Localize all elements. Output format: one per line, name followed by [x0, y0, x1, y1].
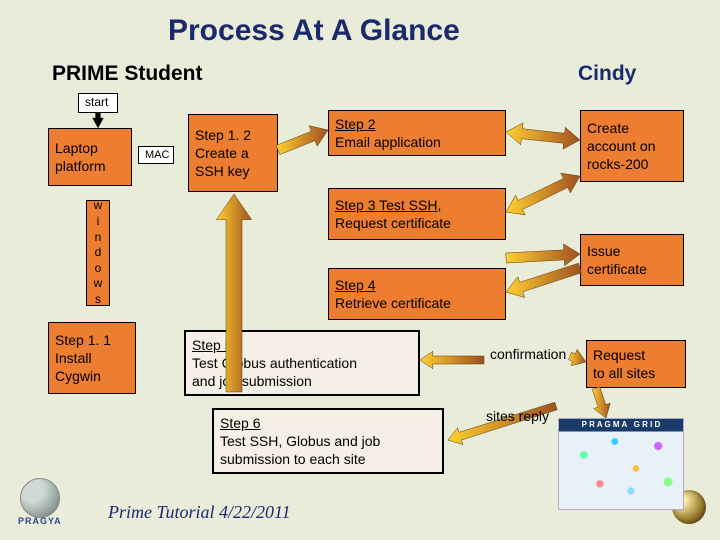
node-windows-line: w	[94, 276, 103, 292]
arrow-6	[506, 263, 582, 297]
node-request-line: to all sites	[593, 364, 655, 382]
arrow-7	[420, 351, 484, 369]
node-step3: Step 3 Test SSH,Request certificate	[328, 188, 506, 240]
node-step5-line: Test Globus authentication	[192, 354, 357, 372]
node-windows-line: d	[95, 245, 102, 261]
node-step5-line: and job submission	[192, 372, 312, 390]
node-step12-line: Step 1. 2	[195, 126, 251, 144]
node-step11-line: Install	[55, 349, 92, 367]
node-step12-line: Create a	[195, 144, 249, 162]
node-step6-line: submission to each site	[220, 450, 366, 468]
node-step5-line: Step 5	[192, 336, 232, 354]
arrow-3	[506, 123, 580, 149]
node-request-line: Request	[593, 346, 645, 364]
label-confirmation: confirmation	[490, 346, 566, 362]
arrow-4	[506, 173, 580, 215]
node-step3-line: Request certificate	[335, 214, 451, 232]
globe-icon	[20, 478, 60, 518]
node-request: Requestto all sites	[586, 340, 686, 388]
arrow-8	[569, 349, 586, 365]
arrow-0	[93, 113, 104, 128]
node-step11: Step 1. 1InstallCygwin	[48, 322, 136, 394]
node-create-line: account on	[587, 137, 656, 155]
node-windows-line: n	[95, 230, 102, 246]
node-step6-line: Test SSH, Globus and job	[220, 432, 380, 450]
node-windows: windows	[86, 200, 110, 306]
node-start-line: start	[85, 95, 108, 111]
node-create-line: rocks-200	[587, 155, 648, 173]
node-issue-line: Issue	[587, 242, 620, 260]
node-windows-line: o	[95, 261, 102, 277]
page-title: Process At A Glance	[168, 14, 460, 48]
node-step12-line: SSH key	[195, 162, 249, 180]
node-mac-line: MAC	[145, 148, 169, 162]
node-windows-line: s	[95, 292, 101, 308]
node-laptop-line: Laptop	[55, 139, 98, 157]
node-step11-line: Step 1. 1	[55, 331, 111, 349]
node-step11-line: Cygwin	[55, 367, 101, 385]
node-step4-line: Retrieve certificate	[335, 294, 451, 312]
node-step2: Step 2Email application	[328, 110, 506, 156]
node-laptop-line: platform	[55, 157, 106, 175]
group-student-label: PRIME Student	[52, 62, 203, 86]
node-step2-line: Email application	[335, 133, 441, 151]
arrow-5	[506, 244, 580, 266]
node-step12: Step 1. 2Create aSSH key	[188, 114, 278, 192]
pragma-grid-image: P R A G M A G R I D	[558, 418, 684, 510]
node-step2-line: Step 2	[335, 115, 375, 133]
node-issue-line: certificate	[587, 260, 647, 278]
footer-text: Prime Tutorial 4/22/2011	[108, 502, 291, 523]
node-step4: Step 4Retrieve certificate	[328, 268, 506, 320]
group-cindy-label: Cindy	[578, 62, 636, 86]
node-step5: Step 5Test Globus authentication and job…	[184, 330, 420, 396]
arrow-10	[592, 387, 610, 418]
node-issue: Issuecertificate	[580, 234, 684, 286]
node-windows-line: i	[97, 214, 100, 230]
node-step4-line: Step 4	[335, 276, 375, 294]
node-step6: Step 6Test SSH, Globus and job submissio…	[212, 408, 444, 474]
node-start: start	[78, 93, 118, 113]
node-step3-line: Step 3 Test SSH,	[335, 196, 441, 214]
node-laptop: Laptopplatform	[48, 128, 132, 186]
node-windows-line: w	[94, 198, 103, 214]
node-create-line: Create	[587, 119, 629, 137]
label-sitesreply: sites reply	[486, 408, 549, 424]
node-step6-line: Step 6	[220, 414, 260, 432]
arrow-1	[276, 126, 328, 155]
node-create: Createaccount onrocks-200	[580, 110, 684, 182]
pragya-logo: PRAGYA	[18, 516, 62, 526]
node-mac: MAC	[138, 146, 174, 164]
